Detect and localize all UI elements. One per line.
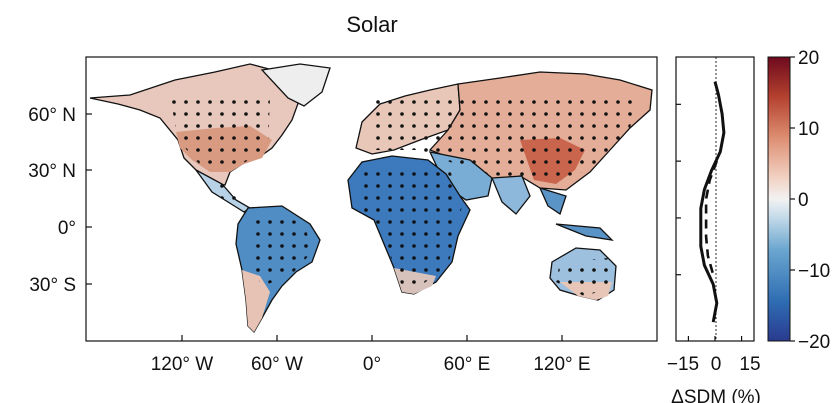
lat-tick-label: 60° N xyxy=(28,105,76,126)
profile-x-tick-label: −15 xyxy=(667,354,699,375)
profile-x-tick-label: 15 xyxy=(739,354,760,375)
lon-tick-label: 60° E xyxy=(444,354,491,375)
map-panel xyxy=(86,57,657,341)
lon-tick-label: 0° xyxy=(363,354,381,375)
profile-panel xyxy=(675,56,755,342)
land-southeast-asia xyxy=(538,186,614,241)
lat-tick-label: 30° S xyxy=(29,275,76,296)
colorbar-tick-label: 0 xyxy=(798,190,809,211)
colorbar-ticks xyxy=(790,56,795,342)
significance-stippling xyxy=(170,92,640,296)
lon-tick-label: 60° W xyxy=(251,354,303,375)
map-lon-ticks xyxy=(181,335,563,341)
profile-series-line xyxy=(699,81,726,323)
colorbar-gradient xyxy=(767,56,791,342)
lat-tick-label: 0° xyxy=(58,218,76,239)
profile-xlabel: ΔSDM (%) xyxy=(671,387,761,403)
profile-x-tick-label: 0 xyxy=(711,354,722,375)
lat-tick-label: 30° N xyxy=(28,161,76,182)
map-lat-ticks xyxy=(86,113,92,285)
colorbar-tick-label: 10 xyxy=(798,119,819,140)
land-greenland xyxy=(260,63,331,107)
lon-tick-label: 120° E xyxy=(533,354,590,375)
lon-tick-label: 120° W xyxy=(151,354,214,375)
colorbar: 20 10 0 −10 −20 xyxy=(767,48,830,353)
chart-title: Solar xyxy=(346,12,397,37)
profile-ticks xyxy=(676,103,743,341)
colorbar-tick-label: −10 xyxy=(798,261,830,282)
colorbar-tick-label: 20 xyxy=(798,48,819,69)
colorbar-tick-label: −20 xyxy=(798,332,830,353)
profile-dashed-line xyxy=(704,160,719,276)
